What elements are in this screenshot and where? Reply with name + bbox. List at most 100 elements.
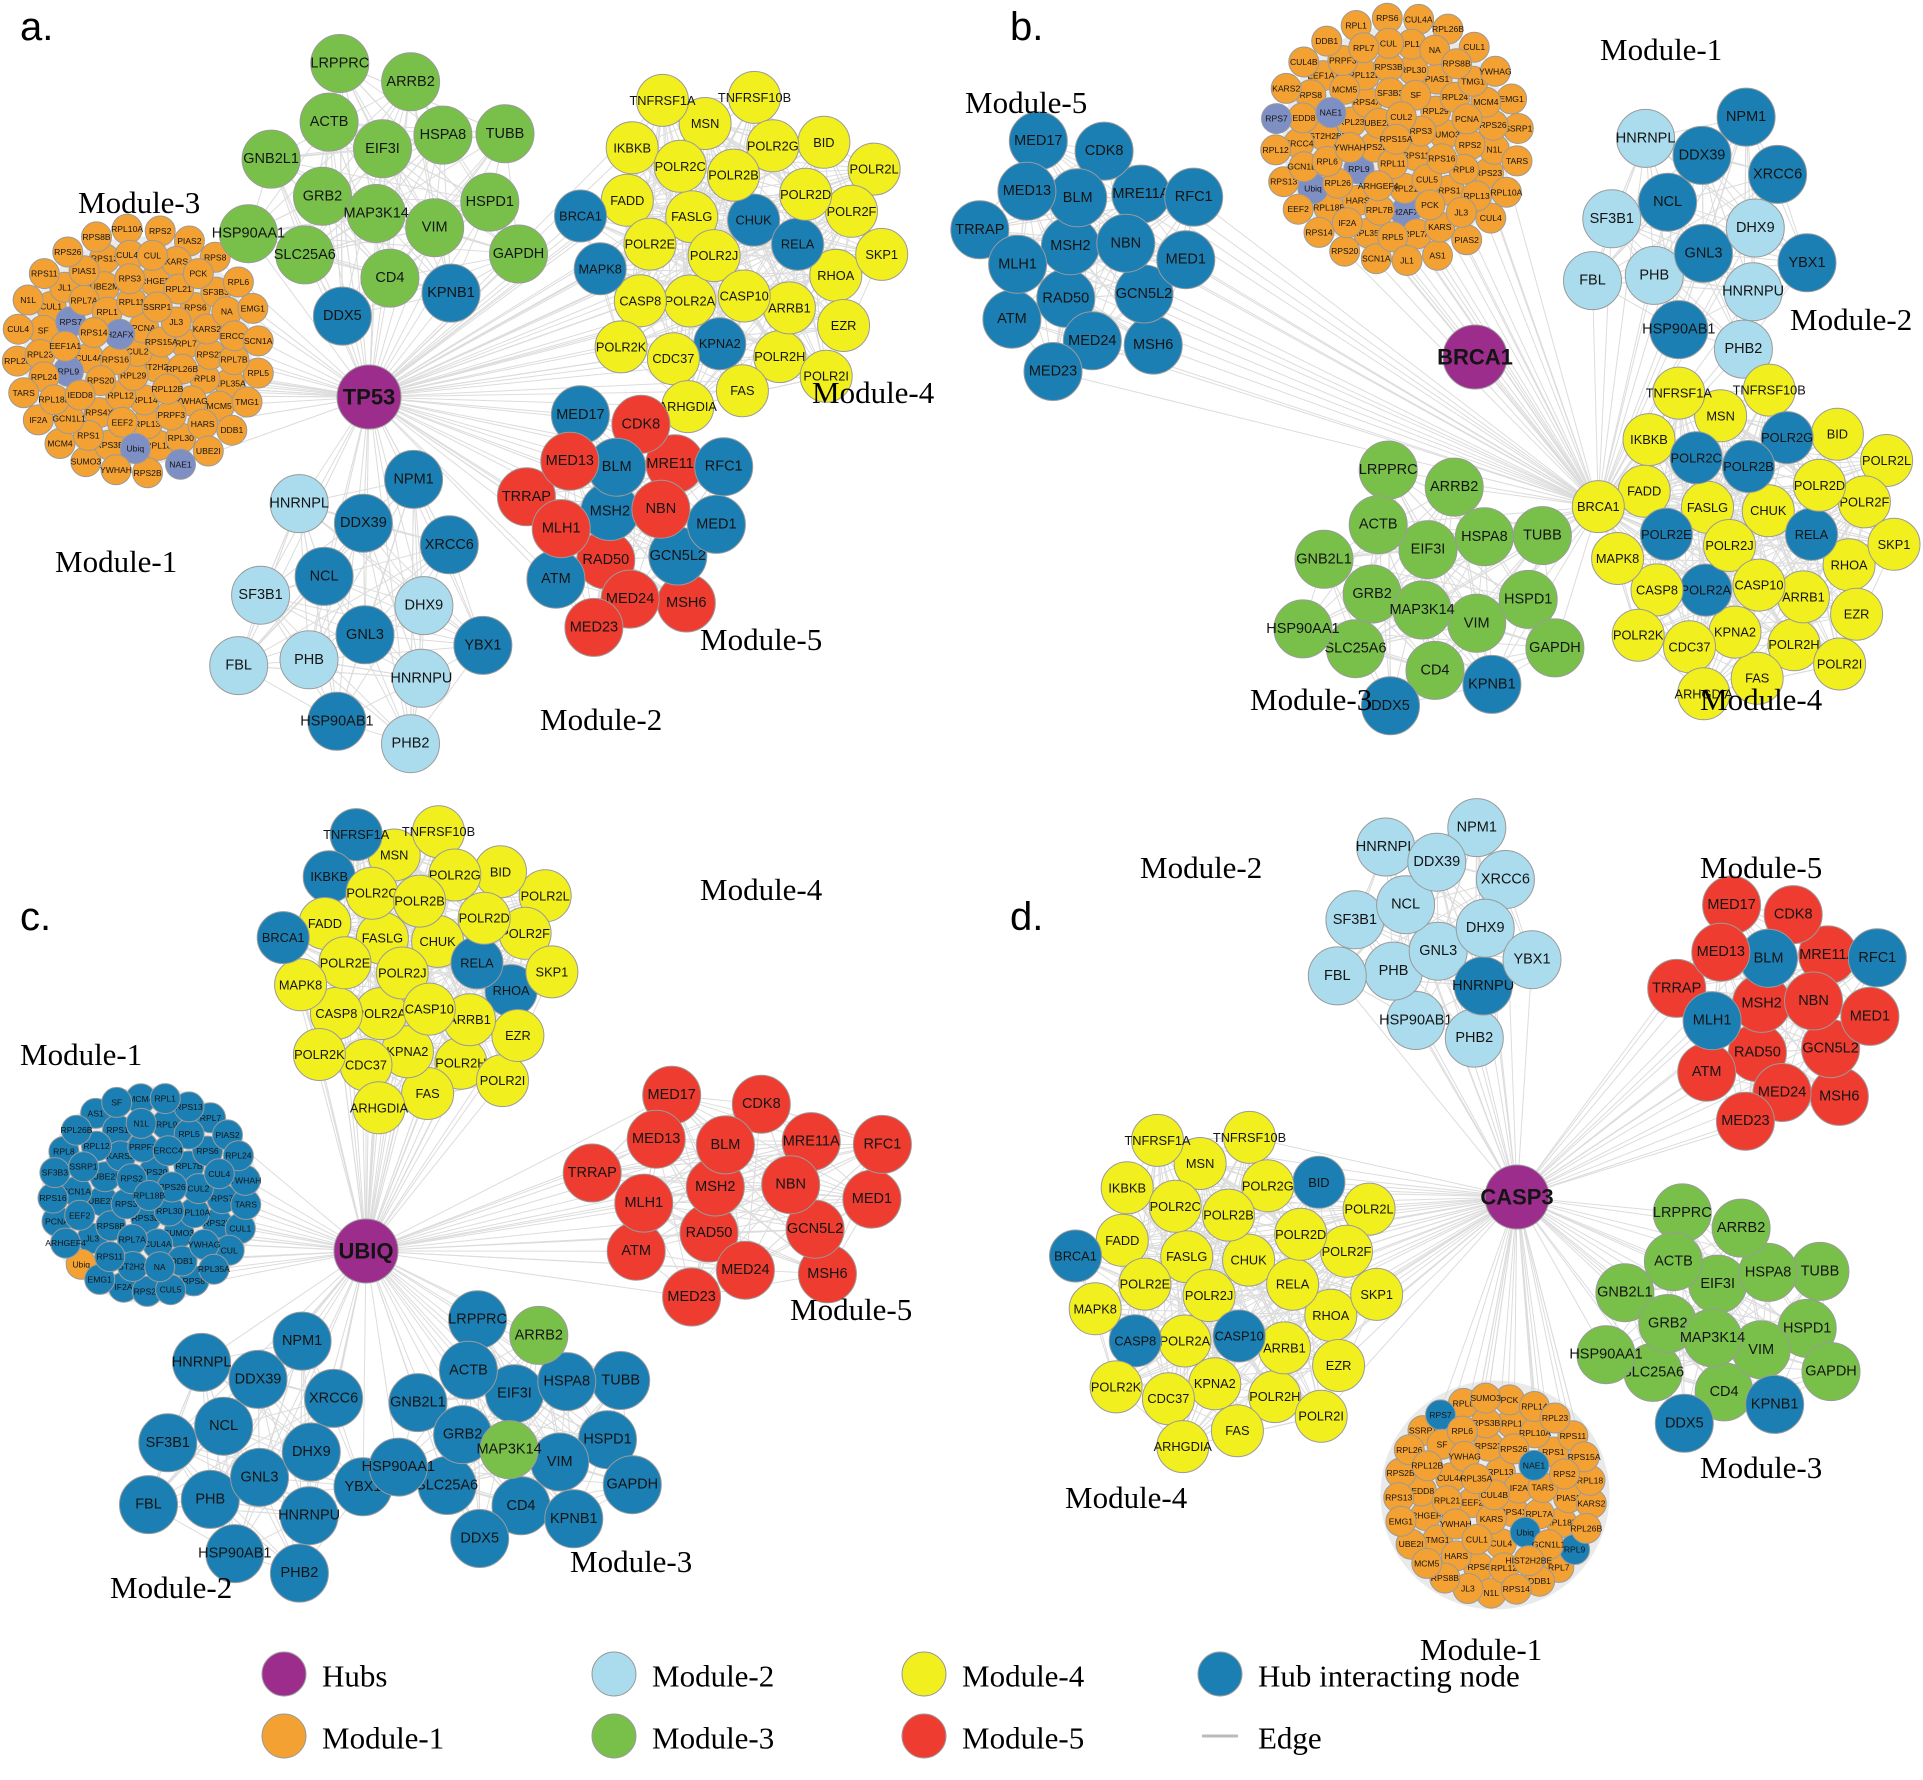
svg-text:SKP1: SKP1	[536, 964, 569, 979]
svg-text:NPM1: NPM1	[282, 1333, 322, 1349]
svg-text:KARS: KARS	[1428, 222, 1452, 232]
svg-text:RPS7: RPS7	[1429, 1410, 1452, 1420]
svg-text:ATM: ATM	[621, 1243, 651, 1259]
svg-text:VIM: VIM	[1464, 615, 1490, 631]
svg-text:TMG1: TMG1	[1426, 1535, 1450, 1545]
svg-text:PCK: PCK	[189, 269, 207, 279]
svg-text:DDX39: DDX39	[340, 515, 387, 531]
svg-text:SF3B3: SF3B3	[42, 1168, 68, 1178]
svg-text:SF: SF	[38, 325, 49, 335]
svg-text:FAS: FAS	[1225, 1423, 1249, 1438]
svg-text:PIAS1: PIAS1	[72, 266, 97, 276]
svg-text:CUL1: CUL1	[1463, 42, 1485, 52]
svg-text:YBX1: YBX1	[1788, 255, 1825, 271]
svg-text:IF2A: IF2A	[1338, 218, 1356, 228]
svg-text:MED13: MED13	[632, 1131, 680, 1147]
svg-text:PCK: PCK	[1421, 200, 1439, 210]
svg-text:RHOA: RHOA	[817, 268, 854, 283]
svg-text:RPS16: RPS16	[39, 1193, 66, 1203]
svg-text:RELA: RELA	[781, 237, 815, 252]
svg-text:RPS1: RPS1	[106, 1125, 129, 1135]
svg-text:CUL2: CUL2	[187, 1184, 209, 1194]
svg-text:ACTB: ACTB	[449, 1362, 488, 1378]
svg-text:RPS13: RPS13	[1270, 177, 1297, 187]
svg-text:RPL30: RPL30	[168, 433, 194, 443]
svg-text:PHB2: PHB2	[280, 1565, 318, 1581]
svg-text:AS1: AS1	[87, 1108, 103, 1118]
svg-text:TARS: TARS	[1532, 1483, 1555, 1493]
svg-text:EIF3I: EIF3I	[1700, 1276, 1735, 1292]
svg-text:N1L: N1L	[20, 295, 36, 305]
svg-text:RPS7: RPS7	[1265, 114, 1288, 124]
svg-text:SF3B1: SF3B1	[146, 1435, 190, 1451]
svg-text:TUBB: TUBB	[1523, 528, 1562, 544]
svg-text:MCM4: MCM4	[1473, 97, 1499, 107]
svg-text:FADD: FADD	[308, 916, 342, 931]
svg-text:VIM: VIM	[547, 1454, 573, 1470]
svg-text:Ubiq: Ubiq	[126, 444, 144, 454]
svg-text:TNFRSF1A: TNFRSF1A	[629, 93, 696, 108]
svg-text:PIAS2: PIAS2	[177, 236, 202, 246]
svg-text:RELA: RELA	[1276, 1277, 1310, 1292]
svg-text:DDX5: DDX5	[1665, 1415, 1704, 1431]
svg-text:TP53: TP53	[343, 385, 396, 410]
svg-text:MRE11A: MRE11A	[1799, 947, 1856, 963]
svg-text:MED23: MED23	[570, 619, 618, 635]
svg-text:DDX5: DDX5	[323, 308, 362, 324]
svg-text:ARRB1: ARRB1	[1782, 589, 1825, 604]
svg-text:IKBKB: IKBKB	[310, 869, 348, 884]
svg-text:HNRNPL: HNRNPL	[172, 1354, 232, 1370]
svg-text:POLR2D: POLR2D	[1794, 478, 1845, 493]
svg-text:GCN5L2: GCN5L2	[1802, 1041, 1858, 1057]
svg-text:SF: SF	[1410, 90, 1421, 100]
svg-text:CDK8: CDK8	[1085, 143, 1124, 159]
svg-text:RPL7A: RPL7A	[1526, 1509, 1553, 1519]
svg-text:POLR2G: POLR2G	[429, 868, 481, 883]
svg-text:POLR2A: POLR2A	[665, 294, 716, 309]
svg-text:Module-5: Module-5	[962, 1721, 1084, 1756]
svg-text:RPL5: RPL5	[248, 368, 270, 378]
svg-text:RPL6: RPL6	[1452, 1426, 1474, 1436]
svg-text:LRPPRC: LRPPRC	[1653, 1205, 1712, 1221]
svg-text:MSH2: MSH2	[590, 504, 630, 520]
svg-text:EIF3I: EIF3I	[1411, 542, 1446, 558]
svg-text:PRPF3: PRPF3	[157, 410, 185, 420]
svg-text:POLR2L: POLR2L	[1345, 1202, 1394, 1217]
svg-text:RPL8: RPL8	[53, 1147, 75, 1157]
svg-text:RPS26: RPS26	[1479, 120, 1506, 130]
svg-text:SSRP1: SSRP1	[69, 1162, 97, 1172]
svg-text:RPS26: RPS26	[1500, 1444, 1527, 1454]
svg-text:NCL: NCL	[1391, 897, 1420, 913]
svg-text:PHB2: PHB2	[1455, 1030, 1493, 1046]
svg-text:POLR2J: POLR2J	[378, 966, 426, 981]
svg-text:FADD: FADD	[1627, 484, 1661, 499]
svg-text:HSPD1: HSPD1	[1504, 591, 1552, 607]
svg-text:MED13: MED13	[1003, 183, 1051, 199]
svg-text:HSPA8: HSPA8	[420, 127, 466, 143]
svg-text:DHX9: DHX9	[1466, 920, 1505, 936]
svg-text:Module-3: Module-3	[78, 185, 200, 220]
svg-text:POLR2L: POLR2L	[521, 888, 570, 903]
svg-text:GCN5L2: GCN5L2	[1116, 286, 1172, 302]
svg-text:GRB2: GRB2	[1352, 586, 1392, 602]
svg-text:EEF2: EEF2	[69, 1210, 91, 1220]
svg-text:RPL21: RPL21	[1434, 1496, 1460, 1506]
svg-text:MED17: MED17	[1707, 897, 1755, 913]
svg-text:NCL: NCL	[1653, 194, 1682, 210]
svg-text:TNFRSF10B: TNFRSF10B	[718, 90, 791, 105]
svg-text:CHUK: CHUK	[1750, 503, 1787, 518]
svg-text:GAPDH: GAPDH	[607, 1477, 659, 1493]
svg-text:PIAS2: PIAS2	[1455, 235, 1480, 245]
svg-text:Ubiq: Ubiq	[72, 1259, 90, 1269]
svg-text:EMG1: EMG1	[1499, 94, 1524, 104]
svg-text:BRCA1: BRCA1	[1577, 499, 1620, 514]
svg-text:IF2A: IF2A	[114, 1282, 132, 1292]
svg-text:RPS13: RPS13	[1385, 1493, 1412, 1503]
svg-text:FASLG: FASLG	[1166, 1249, 1207, 1264]
svg-text:POLR2E: POLR2E	[1641, 527, 1692, 542]
svg-text:RPS2: RPS2	[1459, 140, 1482, 150]
svg-text:HSP90AA1: HSP90AA1	[1569, 1347, 1642, 1363]
svg-text:RPL18B: RPL18B	[133, 1191, 165, 1201]
svg-text:KARS: KARS	[1480, 1514, 1504, 1524]
svg-text:CDC37: CDC37	[1669, 639, 1711, 654]
